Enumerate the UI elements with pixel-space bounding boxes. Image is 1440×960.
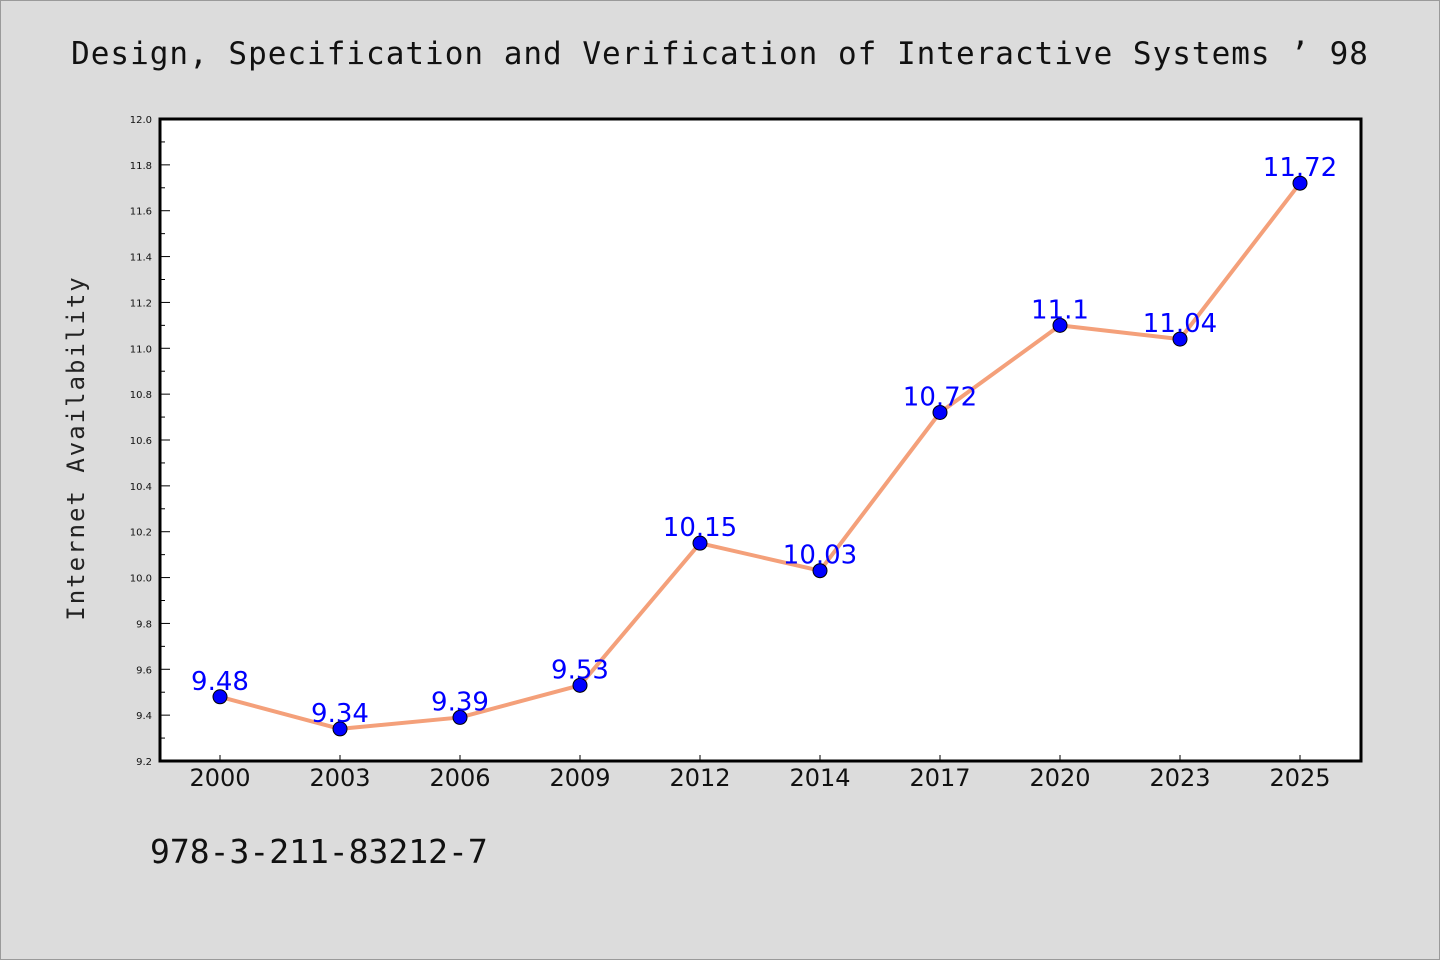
isbn-footer: 978-3-211-83212-7 [150,832,488,871]
data-point [212,689,228,705]
series-line [219,181,1302,731]
y-tick-label: 11.4 [130,253,152,264]
x-tick-label: 2023 [1149,764,1210,792]
y-tick-label: 11.8 [130,161,152,172]
y-tick-label: 10.0 [130,574,152,585]
data-point [572,677,588,693]
data-label: 9.34 [311,699,369,729]
y-tick-label: 10.2 [130,528,152,539]
x-tick-label: 2020 [1029,764,1090,792]
y-tick-label: 10.8 [130,390,152,401]
data-point [932,404,948,420]
y-tick-label: 9.8 [136,619,152,630]
chart-title: Design, Specification and Verification o… [71,36,1369,72]
y-tick-label: 10.6 [130,436,152,447]
x-tick-label: 2006 [429,764,490,792]
data-label: 9.53 [551,655,609,685]
plot-border [158,117,1363,763]
y-tick-label: 9.6 [136,665,152,676]
data-label: 9.48 [191,667,249,697]
x-tick-label: 2003 [309,764,370,792]
data-label: 11.1 [1031,295,1089,325]
data-label: 9.39 [431,687,489,717]
data-point [332,721,348,737]
y-tick-label: 11.6 [130,207,152,218]
y-tick-label: 11.2 [130,298,152,309]
y-tick-label: 12.0 [130,115,152,126]
x-tick-label: 2009 [549,764,610,792]
x-tick-label: 2014 [789,764,850,792]
y-tick-label: 11.0 [130,344,152,355]
data-label: 10.03 [783,541,857,571]
data-label: 11.72 [1263,153,1337,183]
x-tick-label: 2012 [669,764,730,792]
y-tick-label: 9.4 [136,711,152,722]
plot-area [160,119,1361,761]
y-tick-label: 9.2 [136,757,152,768]
data-label: 11.04 [1143,309,1217,339]
data-point [1292,175,1308,191]
data-point [452,709,468,725]
x-tick-label: 2000 [189,764,250,792]
data-point [812,563,828,579]
data-label: 10.72 [903,382,977,412]
data-point [692,535,708,551]
data-point [1172,331,1188,347]
x-tick-label: 2025 [1269,764,1330,792]
y-tick-label: 10.4 [130,482,152,493]
data-label: 10.15 [663,513,737,543]
x-tick-label: 2017 [909,764,970,792]
data-point [1052,317,1068,333]
